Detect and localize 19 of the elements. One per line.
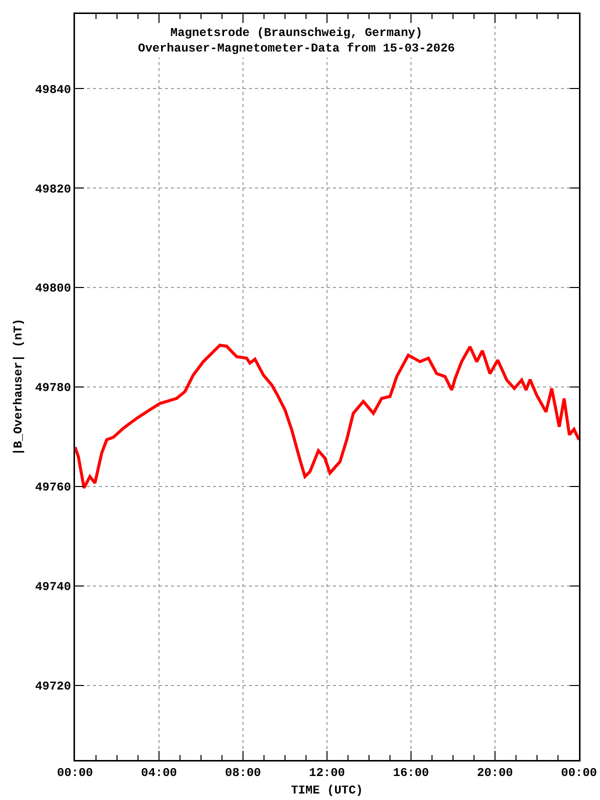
y-tick-label: 49720 <box>35 680 72 694</box>
y-tick-label: 49820 <box>35 182 72 196</box>
x-tick-label: 00:00 <box>56 766 94 780</box>
y-tick-label: 49760 <box>35 480 72 495</box>
x-tick-label: 08:00 <box>224 766 262 780</box>
line-series <box>75 344 579 490</box>
y-tick-label: 49740 <box>35 580 72 594</box>
x-axis-title: TIME (UTC) <box>290 784 364 798</box>
text: Overhauser-Magnetometer-Data from 15-03-2026 <box>138 42 455 56</box>
x-tick-label: 20:00 <box>476 766 514 780</box>
x-tick-label: 04:00 <box>140 766 178 780</box>
text: Magnetsrode (Braunschweig, Germany) <box>170 26 422 40</box>
x-tick-label: 16:00 <box>392 766 430 780</box>
y-tick-label: 49840 <box>35 82 72 97</box>
y-tick-label: 49800 <box>35 282 72 296</box>
y-tick-label: 49780 <box>35 381 72 396</box>
y-axis-title: |B_Overhauser| (nT) <box>12 318 26 456</box>
x-tick-label: 12:00 <box>308 766 346 780</box>
x-tick-label: 00:00 <box>560 766 598 780</box>
